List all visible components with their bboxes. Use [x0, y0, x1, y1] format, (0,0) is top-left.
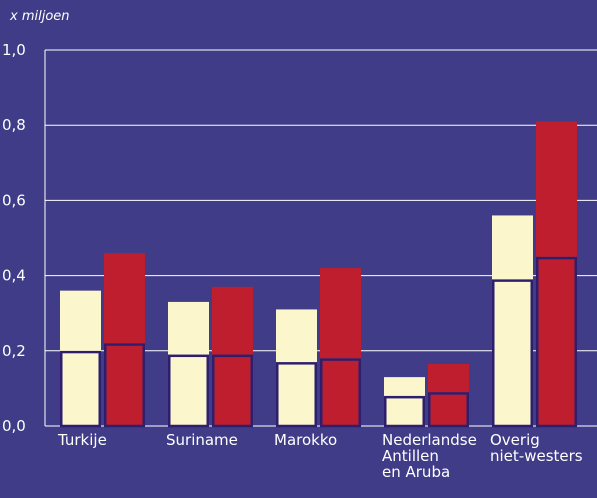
- bar: [276, 309, 317, 363]
- bar: [320, 268, 361, 359]
- bar: [104, 343, 145, 428]
- bar: [536, 256, 577, 428]
- bar: [384, 377, 425, 396]
- x-tick-label-line: Antillen: [382, 447, 439, 465]
- x-tick-label: Turkije: [57, 431, 107, 449]
- bar: [104, 253, 145, 344]
- bar: [168, 301, 209, 355]
- x-tick-label-line: Nederlandse: [382, 431, 477, 449]
- bar: [212, 286, 253, 355]
- bar: [536, 121, 577, 257]
- x-tick-label: Marokko: [274, 431, 337, 449]
- bar: [60, 290, 101, 351]
- bar: [492, 215, 533, 280]
- x-tick-label: Nederlandse Antillen en Aruba: [382, 431, 477, 481]
- x-tick-label: Suriname: [166, 431, 238, 449]
- bar: [276, 362, 317, 428]
- x-tick-label-line: Turkije: [57, 431, 107, 449]
- bar: [492, 279, 533, 428]
- y-tick-label: 0,0: [2, 417, 26, 435]
- y-axis-label: x miljoen: [9, 9, 70, 24]
- x-tick-label-line: en Aruba: [382, 463, 450, 481]
- bar: [384, 395, 425, 428]
- bar: [428, 363, 469, 393]
- y-tick-label: 0,8: [2, 116, 26, 134]
- bar: [168, 354, 209, 428]
- x-tick-label-line: Overig: [490, 431, 540, 449]
- bar: [212, 354, 253, 428]
- x-tick-label-line: Marokko: [274, 431, 337, 449]
- x-tick-label-line: Suriname: [166, 431, 238, 449]
- y-tick-label: 0,4: [2, 267, 26, 285]
- x-tick-label-line: niet-westers: [490, 447, 583, 465]
- x-tick-label: Overig niet-westers: [490, 431, 583, 465]
- bar: [60, 350, 101, 428]
- bar: [428, 392, 469, 428]
- y-tick-label: 0,2: [2, 342, 26, 360]
- y-tick-label: 1,0: [2, 41, 26, 59]
- y-tick-label: 0,6: [2, 191, 26, 209]
- bar: [320, 358, 361, 428]
